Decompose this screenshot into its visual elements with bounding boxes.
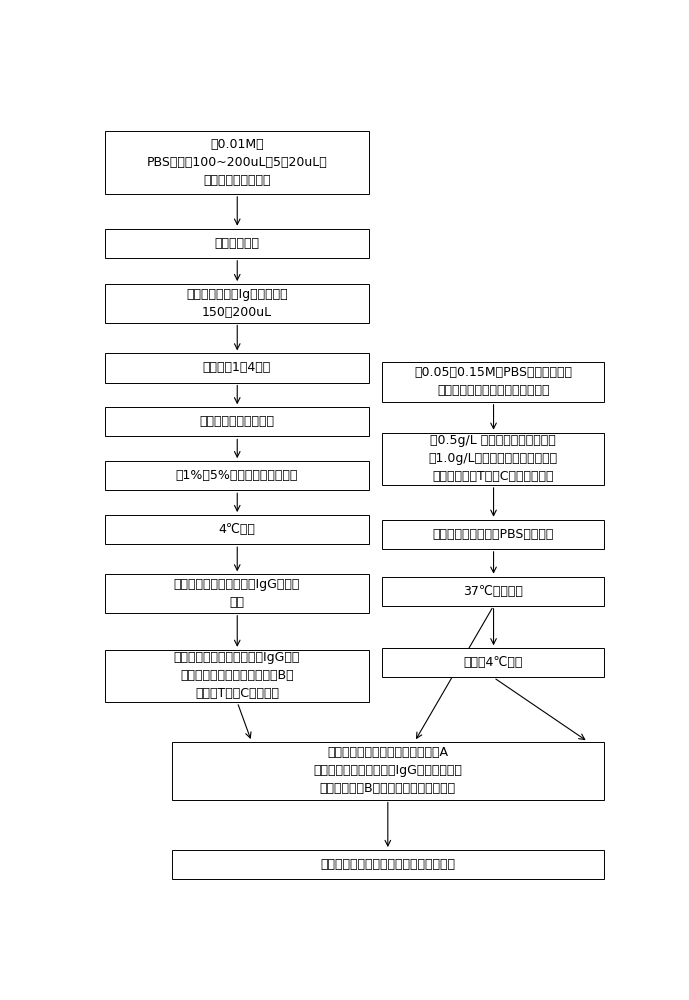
FancyBboxPatch shape [382,362,604,402]
FancyBboxPatch shape [382,648,604,677]
Text: 取0.01M的
PBS缓冲液100~200uL与5～20uL表
面连有羧基的量子点: 取0.01M的 PBS缓冲液100~200uL与5～20uL表 面连有羧基的量子… [147,138,327,187]
FancyBboxPatch shape [105,284,369,323]
FancyBboxPatch shape [382,433,604,485]
Text: 层析柱过滤，离心纯化: 层析柱过滤，离心纯化 [200,415,274,428]
Text: 将0.5g/L 腮腺炎病毒多克降抗体
和1.0g/L兔抗鼠二抗喷在硝酸纤维
素膜一端形成T带和C带，室温晾干: 将0.5g/L 腮腺炎病毒多克降抗体 和1.0g/L兔抗鼠二抗喷在硝酸纤维 素膜… [429,434,558,483]
FancyBboxPatch shape [105,407,369,436]
Text: 将硝酸纤维素膜放入PBS缓冲液中: 将硝酸纤维素膜放入PBS缓冲液中 [433,528,554,541]
Text: 用试纸切刀切割成试纸，干燥后密封保存: 用试纸切刀切割成试纸，干燥后密封保存 [320,858,455,871]
FancyBboxPatch shape [172,850,604,879]
FancyBboxPatch shape [105,353,369,383]
FancyBboxPatch shape [105,461,369,490]
Text: 在塑料板上依次粘帖玻璃纤维素膜A
、量子点标记腮腺炎病毒IgG单克降抗体的
玻璃纤维素膜B、硝酸纤维素膜、吸水纸: 在塑料板上依次粘帖玻璃纤维素膜A 、量子点标记腮腺炎病毒IgG单克降抗体的 玻璃… [313,746,462,795]
FancyBboxPatch shape [105,229,369,258]
FancyBboxPatch shape [105,574,369,613]
FancyBboxPatch shape [105,650,369,702]
Text: 4℃保存: 4℃保存 [218,523,256,536]
FancyBboxPatch shape [105,515,369,544]
Text: 用0.05～0.15M的PBS缓冲液稀释腮
腺炎病毒多克降抗体及兔抗鼠二抗: 用0.05～0.15M的PBS缓冲液稀释腮 腺炎病毒多克降抗体及兔抗鼠二抗 [414,366,573,397]
Text: 用1%～5%的牛血清白蛋白封闭: 用1%～5%的牛血清白蛋白封闭 [176,469,298,482]
Text: 摇床反应1～4小时: 摇床反应1～4小时 [203,361,271,374]
Text: 37℃封闭待用: 37℃封闭待用 [463,585,523,598]
FancyBboxPatch shape [382,520,604,549]
FancyBboxPatch shape [172,742,604,800]
Text: 干燥后4℃保存: 干燥后4℃保存 [464,656,523,669]
Text: 将量子点标记的腮腺炎病毒IgG单克
降抗体均匀喷覆于玻璃纤维膜B一
端，与T带和C带相对应: 将量子点标记的腮腺炎病毒IgG单克 降抗体均匀喷覆于玻璃纤维膜B一 端，与T带和… [174,651,300,700]
Text: 加入腮腺炎病毒Ig单克隆抗体
150～200uL: 加入腮腺炎病毒Ig单克隆抗体 150～200uL [186,288,288,319]
FancyBboxPatch shape [105,131,369,194]
FancyBboxPatch shape [382,577,604,606]
Text: 量子点标记的腮腺炎病毒IgG单克隆
抗体: 量子点标记的腮腺炎病毒IgG单克隆 抗体 [174,578,300,609]
Text: 选取偶联试剂: 选取偶联试剂 [214,237,260,250]
